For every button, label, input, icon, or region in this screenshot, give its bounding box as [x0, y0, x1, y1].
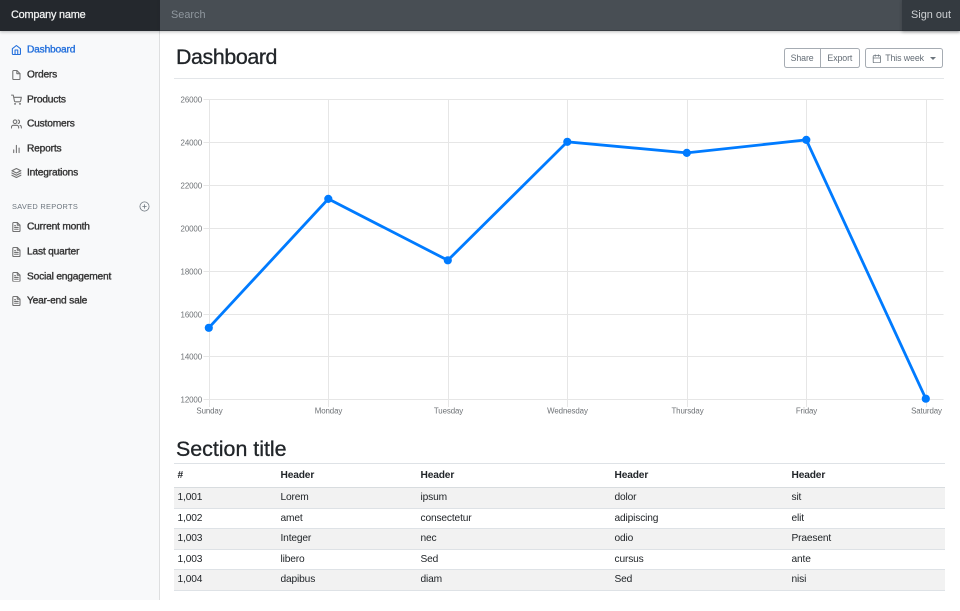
svg-text:Wednesday: Wednesday — [547, 406, 588, 415]
svg-text:22000: 22000 — [181, 181, 203, 190]
svg-text:Thursday: Thursday — [671, 406, 703, 415]
svg-text:24000: 24000 — [181, 138, 203, 147]
svg-text:Friday: Friday — [796, 406, 817, 415]
svg-text:Tuesday: Tuesday — [434, 406, 463, 415]
svg-text:Saturday: Saturday — [911, 406, 942, 415]
svg-text:12000: 12000 — [181, 395, 203, 404]
svg-text:26000: 26000 — [181, 95, 203, 104]
svg-text:16000: 16000 — [181, 310, 203, 319]
svg-text:20000: 20000 — [181, 224, 203, 233]
svg-text:Sunday: Sunday — [196, 406, 222, 415]
svg-text:18000: 18000 — [181, 267, 203, 276]
svg-text:14000: 14000 — [181, 352, 203, 361]
svg-text:Monday: Monday — [315, 406, 343, 415]
